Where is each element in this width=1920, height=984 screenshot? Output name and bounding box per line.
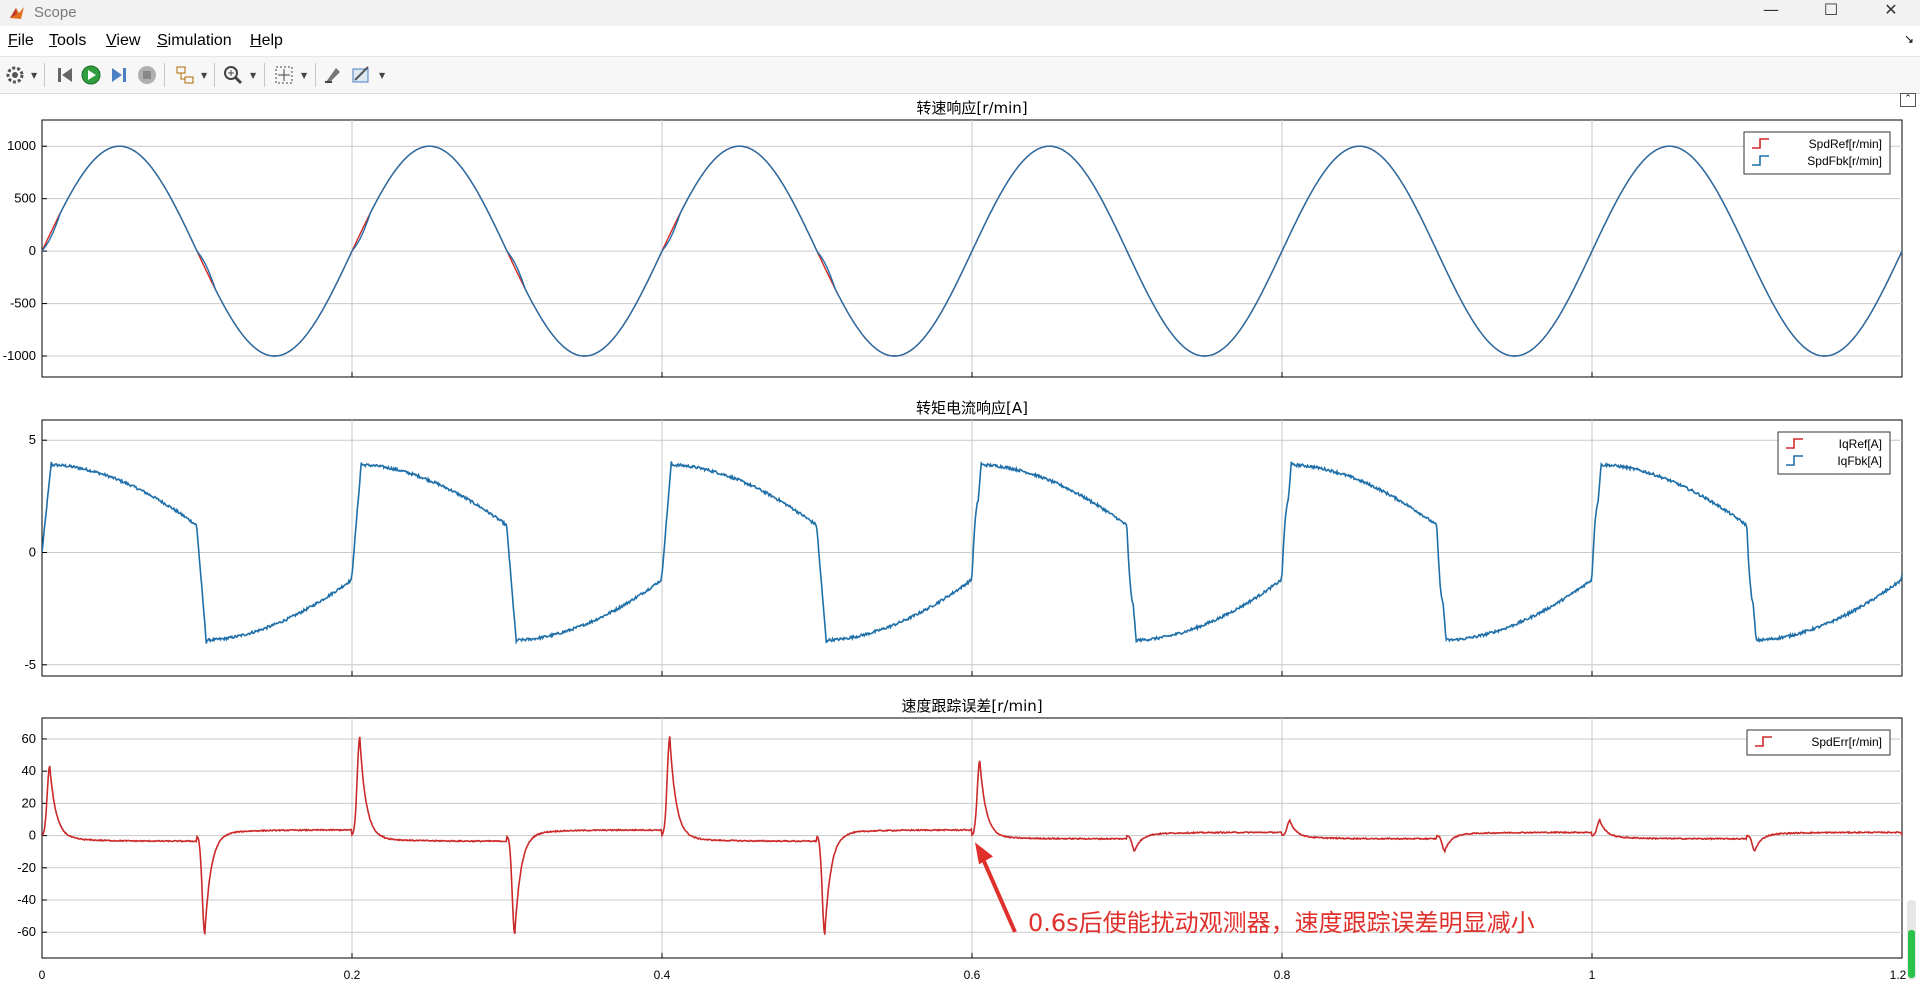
maximize-button[interactable]: ☐: [1823, 0, 1839, 19]
plot-title: 转速响应[r/min]: [916, 99, 1027, 117]
x-tick-label: 1: [1589, 968, 1596, 982]
y-tick-label: 0: [29, 243, 36, 258]
zoom-dropdown-icon[interactable]: ▼: [250, 71, 257, 80]
legend-swatch: [1786, 438, 1803, 449]
highlight-simulink-block-icon[interactable]: [174, 64, 196, 86]
y-tick-label: 20: [22, 795, 36, 810]
x-tick-label: 0.6: [964, 968, 981, 982]
y-tick-label: 40: [22, 763, 36, 778]
x-tick-label: 0.2: [344, 968, 361, 982]
toolbar-separator: [315, 63, 316, 87]
series-line-1: [42, 461, 1902, 645]
toolbar-separator: [264, 63, 265, 87]
window-title: Scope: [34, 4, 77, 21]
legend: SpdRef[r/min] SpdFbk[r/min]: [1743, 131, 1891, 175]
legend-label: IqRef[A]: [1839, 437, 1882, 451]
y-tick-label: 0: [29, 828, 36, 843]
plot-panel-1: 转速响应[r/min] 1000 500 0 -500 -1000 SpdRef[r/min…: [3, 99, 1903, 378]
x-tick-label: 0: [39, 968, 46, 982]
close-button[interactable]: ✕: [1884, 0, 1898, 19]
legend-label: SpdErr[r/min]: [1811, 735, 1882, 749]
legend-swatch: [1752, 138, 1769, 149]
title-bar: Scope — ☐ ✕: [0, 0, 1920, 26]
y-tick-label: -40: [17, 892, 36, 907]
menu-tools[interactable]: Tools: [49, 32, 87, 49]
legend: IqRef[A] IqFbk[A]: [1777, 431, 1891, 475]
legend-box: [1746, 729, 1891, 756]
menu-file[interactable]: File: [8, 32, 34, 49]
menu-help[interactable]: Help: [250, 32, 283, 49]
scroll-indicator[interactable]: [1907, 900, 1916, 980]
undock-icon[interactable]: ⌃: [1900, 93, 1916, 107]
legend-swatch: [1755, 736, 1772, 747]
toolbar-separator: [164, 63, 165, 87]
x-tick-label: 1.2: [1890, 968, 1907, 982]
style-dropdown-icon[interactable]: ▼: [379, 71, 386, 80]
settings-dropdown-icon[interactable]: ▼: [31, 71, 38, 80]
autoscale-dropdown-icon[interactable]: ▼: [301, 71, 308, 80]
x-tick-label: 0.4: [654, 968, 671, 982]
annotation-text: 0.6s后使能扰动观测器，速度跟踪误差明显减小: [1028, 909, 1535, 937]
legend-label: SpdRef[r/min]: [1809, 137, 1882, 151]
y-tick-label: 5: [29, 432, 36, 447]
step-forward-icon[interactable]: [108, 64, 130, 86]
plot-panel-2: 转矩电流响应[A] 5 0 -5 IqRef[A] IqFbk[A]: [24, 399, 1903, 677]
menu-bar: File Tools View Simulation Help ↘: [0, 26, 1920, 56]
y-tick-label: 1000: [7, 138, 36, 153]
annotation-arrowhead: [975, 842, 993, 865]
series-line-1: [42, 736, 1902, 935]
legend-swatch: [1752, 155, 1769, 166]
legend-label: SpdFbk[r/min]: [1807, 154, 1882, 168]
y-tick-label: -5: [24, 657, 36, 672]
annotation-arrow-line: [979, 853, 1017, 933]
legend-swatch: [1786, 455, 1803, 466]
y-tick-label: -20: [17, 860, 36, 875]
minimize-button[interactable]: —: [1763, 0, 1779, 19]
highlight-dropdown-icon[interactable]: ▼: [201, 71, 208, 80]
zoom-in-icon[interactable]: [222, 64, 244, 86]
y-tick-label: 60: [22, 731, 36, 746]
y-tick-label: -500: [10, 296, 36, 311]
x-tick-label: 0.8: [1274, 968, 1291, 982]
legend: SpdErr[r/min]: [1746, 729, 1891, 756]
y-tick-label: -1000: [3, 348, 36, 363]
legend-label: IqFbk[A]: [1837, 454, 1882, 468]
y-tick-label: 500: [14, 191, 36, 206]
menu-view[interactable]: View: [106, 32, 141, 49]
style-icon[interactable]: [350, 64, 372, 86]
plot-title: 速度跟踪误差[r/min]: [901, 697, 1042, 715]
autoscale-icon[interactable]: [273, 64, 295, 86]
write-data-icon[interactable]: [322, 64, 344, 86]
stop-icon[interactable]: [136, 64, 158, 86]
y-tick-label: -60: [17, 924, 36, 939]
toolbar: ▼ ▼ ▼ ▼ ▼: [0, 56, 1920, 94]
menu-simulation[interactable]: Simulation: [157, 32, 232, 49]
settings-icon[interactable]: [4, 64, 26, 86]
plot-panel-3: 速度跟踪误差[r/min] 60 40 20 0 -20 -40 -60 SpdErr[r/mi…: [17, 697, 1903, 959]
plot-title: 转矩电流响应[A]: [916, 399, 1028, 417]
pin-icon[interactable]: ↘: [1903, 32, 1914, 46]
run-icon[interactable]: [80, 64, 102, 86]
series-line-2: [42, 145, 1902, 357]
y-tick-label: 0: [29, 544, 36, 559]
matlab-icon: [10, 7, 24, 19]
step-back-icon[interactable]: [54, 64, 76, 86]
toolbar-separator: [44, 63, 45, 87]
annotation: 0.6s后使能扰动观测器，速度跟踪误差明显减小: [975, 842, 1535, 937]
toolbar-separator: [214, 63, 215, 87]
